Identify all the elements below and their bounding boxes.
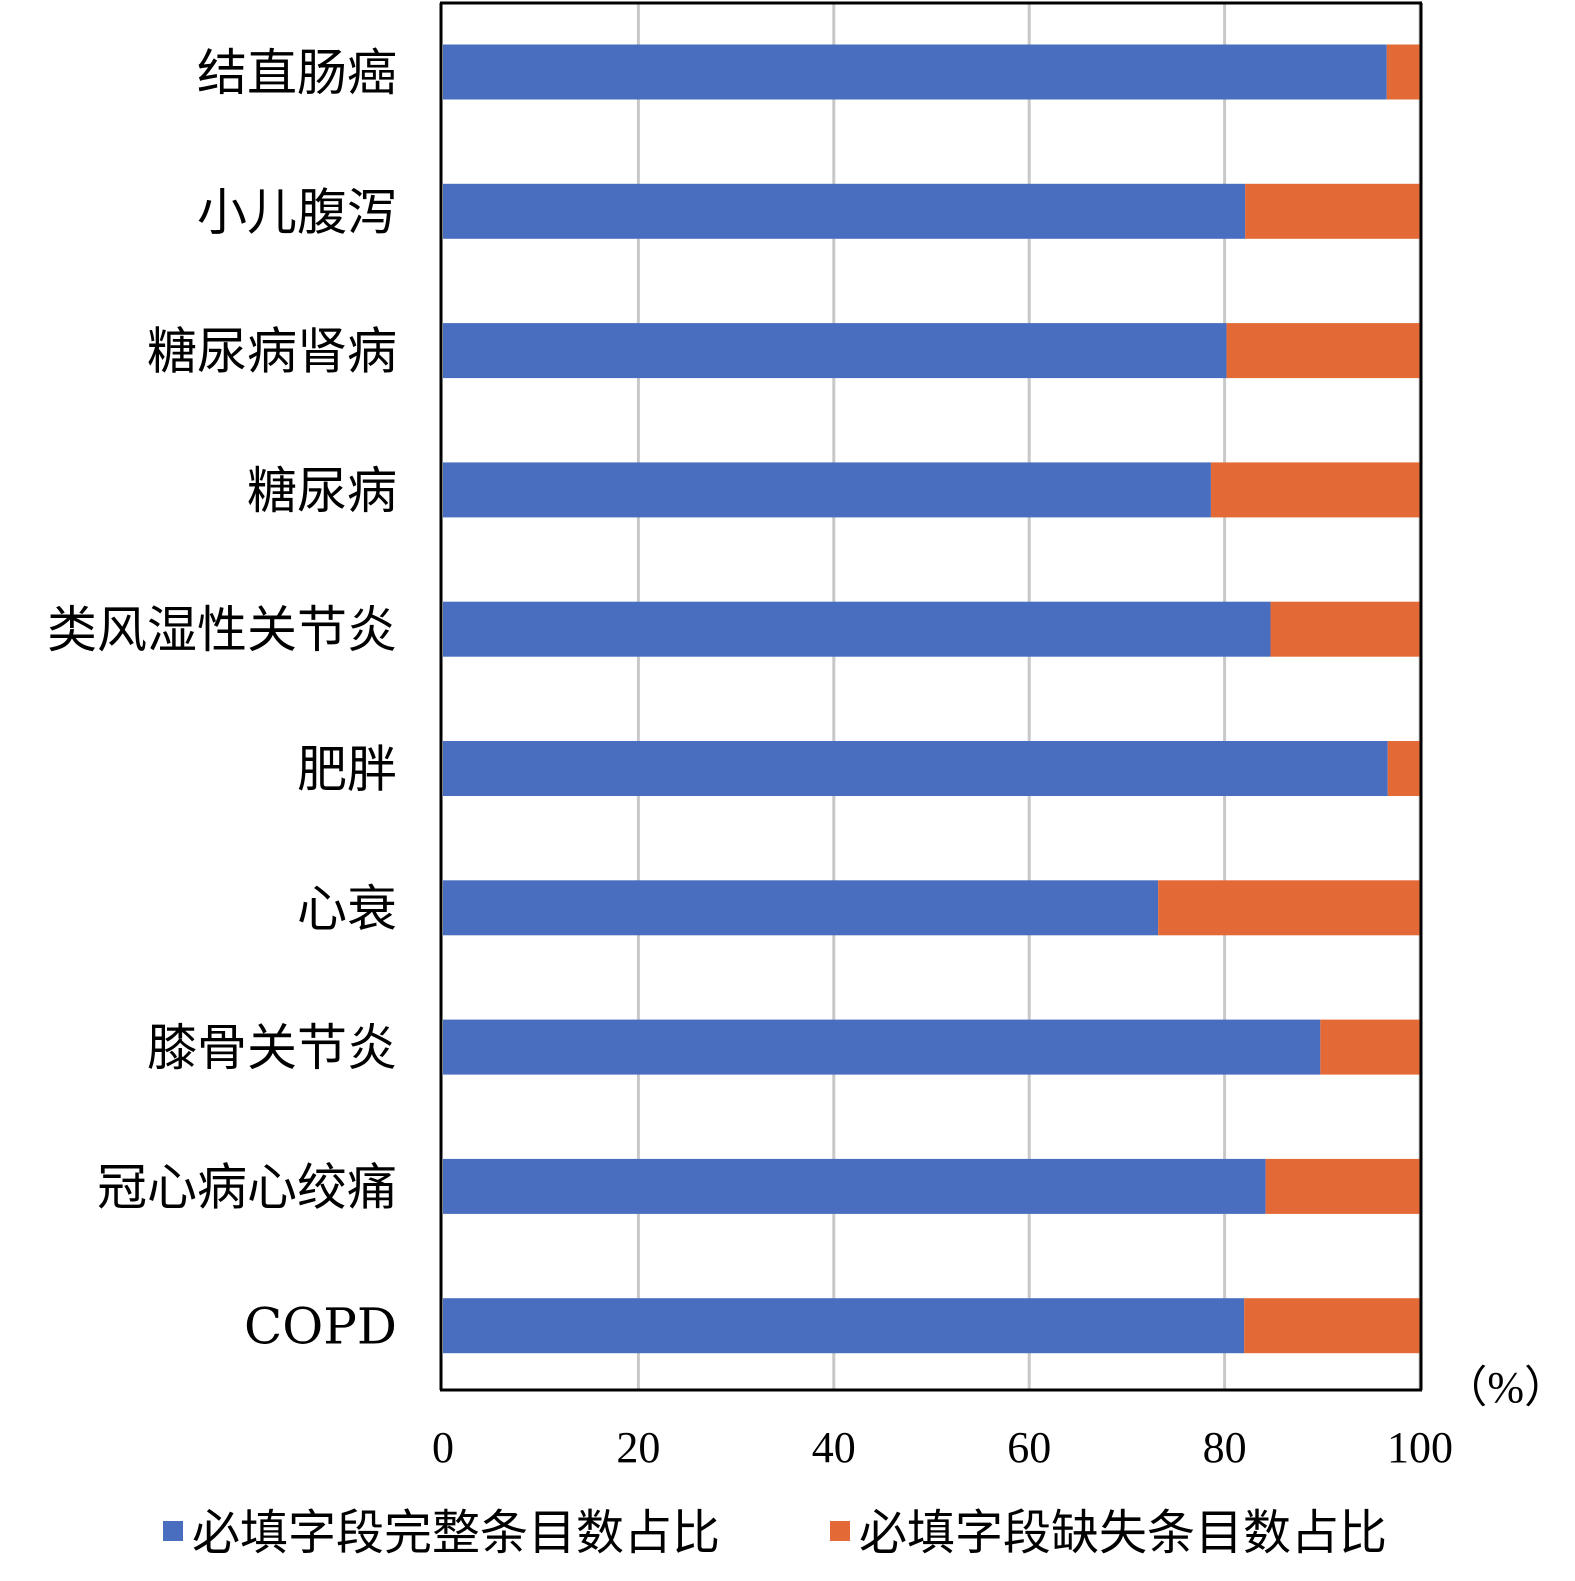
bar-missing-1	[1245, 183, 1420, 239]
category-label-0: 结直肠癌	[197, 44, 397, 102]
legend-label-1: 必填字段缺失条目数占比	[859, 1505, 1387, 1561]
bar-complete-0	[443, 44, 1387, 100]
bar-missing-2	[1226, 323, 1420, 379]
axes	[439, 1, 1423, 1392]
x-tick-label-100: 100	[1387, 1423, 1453, 1472]
x-tick-labels: 0 20 40 60 80 100	[432, 1423, 1453, 1472]
category-label-2: 糖尿病肾病	[147, 323, 397, 381]
bar-missing-5	[1387, 741, 1420, 796]
bar-complete-9	[443, 1298, 1245, 1354]
bar-missing-8	[1265, 1158, 1420, 1214]
bar-complete-1	[443, 183, 1246, 239]
category-label-9: COPD	[244, 1298, 397, 1356]
bar-missing-6	[1158, 880, 1420, 936]
legend-swatch-1	[830, 1521, 850, 1541]
category-label-8: 冠心病心绞痛	[97, 1158, 397, 1216]
bar-complete-5	[443, 741, 1388, 796]
bar-complete-3	[443, 462, 1211, 518]
bar-missing-0	[1386, 44, 1420, 100]
bar-complete-2	[443, 323, 1227, 379]
category-label-5: 肥胖	[297, 741, 397, 799]
x-tick-label-0: 0	[432, 1423, 454, 1472]
x-tick-label-60: 60	[1007, 1423, 1051, 1472]
category-label-3: 糖尿病	[247, 462, 397, 520]
bar-missing-9	[1244, 1298, 1420, 1354]
x-tick-label-40: 40	[812, 1423, 856, 1472]
bar-complete-6	[443, 880, 1159, 936]
legend-label-0: 必填字段完整条目数占比	[192, 1505, 720, 1561]
bar-missing-7	[1320, 1019, 1420, 1075]
category-label-1: 小儿腹泻	[197, 183, 397, 241]
bars	[443, 44, 1420, 1354]
bar-complete-4	[443, 601, 1271, 657]
legend-swatch-0	[163, 1521, 183, 1541]
bar-missing-3	[1210, 462, 1420, 518]
bar-complete-8	[443, 1158, 1266, 1214]
x-tick-label-80: 80	[1203, 1423, 1247, 1472]
x-unit-label: （%）	[1443, 1363, 1568, 1412]
category-label-4: 类风湿性关节炎	[47, 601, 397, 659]
legend: 必填字段完整条目数占比 必填字段缺失条目数占比	[163, 1505, 1387, 1561]
bar-missing-4	[1270, 601, 1420, 657]
x-tick-label-20: 20	[616, 1423, 660, 1472]
category-label-7: 膝骨关节炎	[147, 1019, 397, 1077]
bar-complete-7	[443, 1019, 1321, 1075]
category-label-6: 心衰	[297, 880, 397, 938]
